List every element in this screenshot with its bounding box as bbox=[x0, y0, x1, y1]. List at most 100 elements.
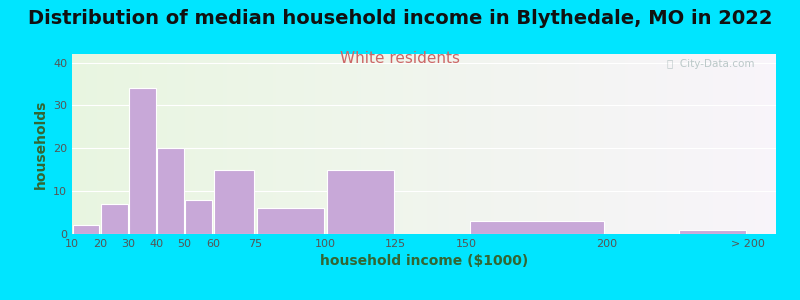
Bar bbox=[533, 54, 537, 234]
Bar bbox=[685, 54, 688, 234]
Bar bbox=[146, 54, 150, 234]
Bar bbox=[230, 54, 234, 234]
Bar bbox=[371, 54, 374, 234]
Bar bbox=[621, 54, 625, 234]
Bar bbox=[474, 54, 477, 234]
Bar bbox=[572, 54, 575, 234]
Bar bbox=[519, 54, 522, 234]
Bar bbox=[713, 54, 716, 234]
Bar bbox=[153, 54, 157, 234]
Bar bbox=[417, 54, 421, 234]
Bar bbox=[663, 54, 667, 234]
Bar bbox=[487, 54, 491, 234]
Bar bbox=[540, 54, 544, 234]
Bar bbox=[142, 54, 146, 234]
Bar bbox=[286, 54, 290, 234]
Bar bbox=[537, 54, 540, 234]
Bar bbox=[434, 54, 438, 234]
Bar bbox=[720, 54, 723, 234]
Bar bbox=[628, 54, 632, 234]
Bar bbox=[364, 54, 368, 234]
Bar bbox=[642, 54, 646, 234]
Bar bbox=[227, 54, 230, 234]
Bar bbox=[350, 54, 354, 234]
Bar bbox=[565, 54, 568, 234]
Bar bbox=[679, 230, 746, 234]
Bar bbox=[188, 54, 192, 234]
Bar bbox=[603, 54, 607, 234]
Bar bbox=[339, 54, 343, 234]
Bar bbox=[280, 54, 283, 234]
Bar bbox=[586, 54, 590, 234]
Bar bbox=[163, 54, 167, 234]
Text: ⓘ  City-Data.com: ⓘ City-Data.com bbox=[667, 59, 755, 69]
Bar bbox=[466, 54, 470, 234]
Bar bbox=[361, 54, 364, 234]
Bar bbox=[748, 54, 751, 234]
Bar bbox=[449, 54, 452, 234]
Bar bbox=[526, 54, 530, 234]
Bar bbox=[122, 54, 125, 234]
Bar bbox=[294, 54, 298, 234]
Bar bbox=[579, 54, 582, 234]
Bar bbox=[734, 54, 738, 234]
Bar bbox=[554, 54, 558, 234]
Bar bbox=[470, 54, 474, 234]
Bar bbox=[118, 54, 122, 234]
Bar bbox=[522, 54, 526, 234]
Bar bbox=[357, 54, 361, 234]
Bar bbox=[575, 54, 579, 234]
Bar bbox=[90, 54, 93, 234]
Bar bbox=[656, 54, 660, 234]
Bar bbox=[632, 54, 635, 234]
Bar bbox=[744, 54, 748, 234]
Bar bbox=[170, 54, 174, 234]
Bar bbox=[716, 54, 720, 234]
Bar bbox=[758, 54, 762, 234]
Bar bbox=[213, 54, 216, 234]
Bar bbox=[220, 54, 223, 234]
Bar bbox=[452, 54, 456, 234]
Bar bbox=[445, 54, 449, 234]
Bar bbox=[202, 54, 206, 234]
Bar bbox=[730, 54, 734, 234]
Bar bbox=[245, 54, 248, 234]
Bar bbox=[410, 54, 414, 234]
Bar bbox=[459, 54, 462, 234]
Bar bbox=[635, 54, 638, 234]
Bar bbox=[762, 54, 766, 234]
Bar bbox=[223, 54, 227, 234]
Bar bbox=[491, 54, 494, 234]
Bar bbox=[550, 54, 554, 234]
Bar bbox=[403, 54, 406, 234]
Bar bbox=[374, 54, 378, 234]
Bar bbox=[186, 200, 212, 234]
Bar bbox=[93, 54, 97, 234]
Bar bbox=[427, 54, 431, 234]
Bar bbox=[257, 208, 324, 234]
Bar bbox=[100, 54, 104, 234]
Bar bbox=[150, 54, 153, 234]
Bar bbox=[741, 54, 744, 234]
Bar bbox=[530, 54, 533, 234]
Bar bbox=[73, 225, 99, 234]
Bar bbox=[160, 54, 163, 234]
Bar bbox=[298, 54, 301, 234]
Bar bbox=[132, 54, 135, 234]
Bar bbox=[421, 54, 424, 234]
Bar bbox=[157, 54, 160, 234]
Bar bbox=[462, 54, 466, 234]
Bar bbox=[406, 54, 410, 234]
Bar bbox=[104, 54, 107, 234]
Bar bbox=[206, 54, 210, 234]
Bar bbox=[706, 54, 709, 234]
Bar bbox=[544, 54, 547, 234]
Bar bbox=[248, 54, 251, 234]
Bar bbox=[167, 54, 170, 234]
Bar bbox=[431, 54, 434, 234]
Bar bbox=[210, 54, 213, 234]
Bar bbox=[653, 54, 656, 234]
Bar bbox=[72, 54, 75, 234]
Bar bbox=[216, 54, 220, 234]
Bar bbox=[755, 54, 758, 234]
